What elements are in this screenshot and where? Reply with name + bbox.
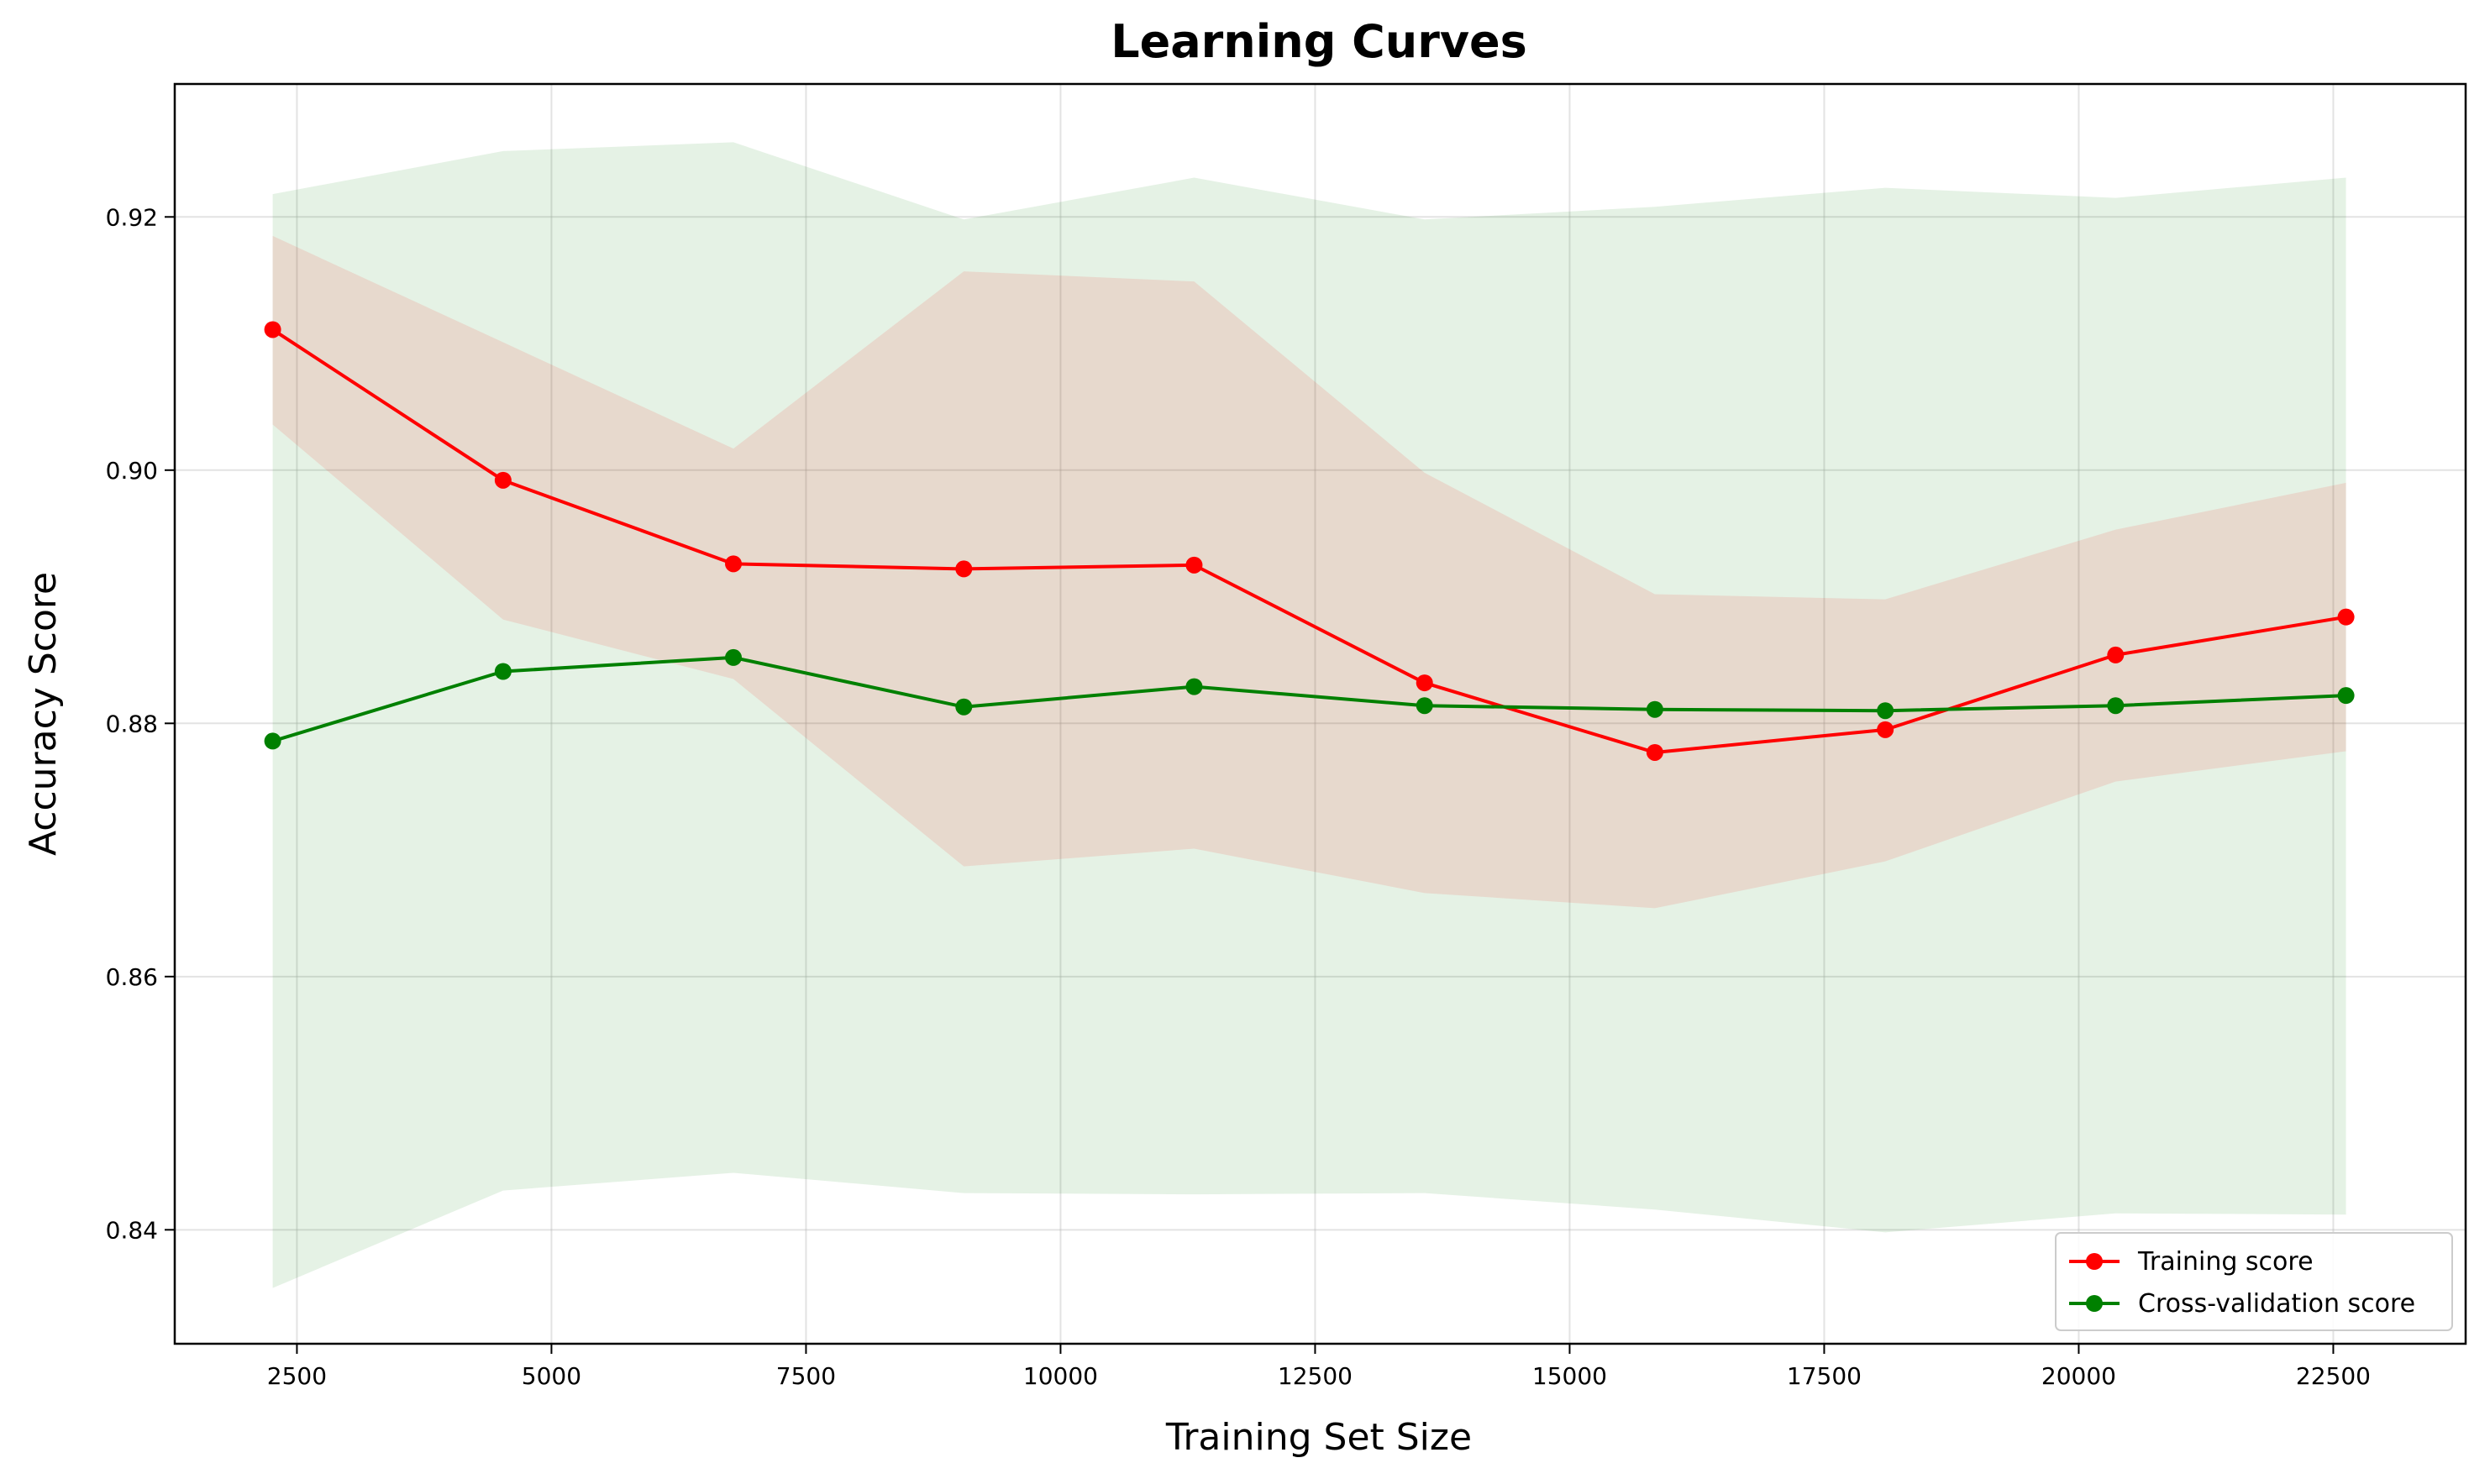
- y-tick-label: 0.92: [106, 203, 158, 231]
- y-tick-label: 0.86: [106, 963, 158, 991]
- training-std-band: [272, 235, 2346, 909]
- score-bands: [272, 142, 2346, 1288]
- training-score-point: [1646, 743, 1663, 761]
- cross-validation-legend-label: Cross-validation score: [2138, 1289, 2415, 1319]
- x-tick-label: 22500: [2296, 1362, 2371, 1390]
- x-tick-label: 12500: [1278, 1362, 1353, 1390]
- cross-validation-score-point: [264, 732, 281, 750]
- plot-frame: [173, 82, 2467, 1345]
- training-score-point: [955, 560, 973, 578]
- training-legend-label: Training score: [2137, 1247, 2314, 1277]
- y-tick-label: 0.84: [106, 1216, 158, 1244]
- training-score-line: [271, 328, 2346, 754]
- training-score-point: [1185, 556, 1203, 574]
- cross-validation-score-point: [725, 648, 743, 666]
- x-tick-label: 20000: [2041, 1362, 2116, 1390]
- cross-validation-score-line: [272, 655, 2346, 743]
- training-score-point: [1877, 721, 1894, 738]
- training-score-point: [725, 555, 743, 573]
- x-tick-label: 15000: [1532, 1362, 1607, 1390]
- x-tick-label: 2500: [267, 1362, 327, 1390]
- y-tick-label: 0.88: [106, 710, 158, 737]
- cross-validation-score-point: [2107, 697, 2125, 715]
- training-score-point: [264, 321, 281, 338]
- y-tick-label: 0.90: [106, 457, 158, 485]
- training-score-point: [2337, 608, 2355, 626]
- x-tick-label: 5000: [522, 1362, 581, 1390]
- x-axis-ticks: 2500 5000 7500 10000 12500 15000 17500 20000 225…: [267, 1344, 2371, 1390]
- x-axis-title: Training Set Size: [1165, 1416, 1472, 1459]
- x-tick-label: 7500: [776, 1362, 836, 1390]
- score-lines: [264, 321, 2355, 761]
- training-score-point: [2107, 646, 2125, 663]
- legend-box: [2055, 1232, 2453, 1331]
- cross-validation-score-point: [1646, 700, 1663, 718]
- cross-validation-score-point: [1185, 678, 1203, 695]
- x-tick-label: 10000: [1023, 1362, 1098, 1390]
- training-score-point: [494, 471, 512, 489]
- y-axis-ticks: 0.84 0.86 0.88 0.90 0.92: [106, 203, 175, 1244]
- grid: [175, 84, 2466, 1344]
- y-axis-title: Accuracy Score: [22, 572, 65, 856]
- x-tick-label: 17500: [1787, 1362, 1862, 1390]
- training-score-point: [1416, 674, 1433, 692]
- chart-title: Learning Curves: [1111, 15, 1527, 68]
- cross-validation-score-point: [494, 663, 512, 680]
- cross-validation-legend-marker: [2086, 1295, 2103, 1312]
- cross-validation-score-point: [2337, 687, 2355, 705]
- training-legend-marker: [2086, 1253, 2103, 1270]
- cross-validation-score-point: [1416, 697, 1433, 715]
- cross-validation-score-point: [955, 698, 973, 716]
- cross-validation-score-point: [1877, 702, 1894, 720]
- cross-validation-std-band: [272, 142, 2346, 1288]
- legend: Training score Cross-validation score: [2055, 1232, 2453, 1331]
